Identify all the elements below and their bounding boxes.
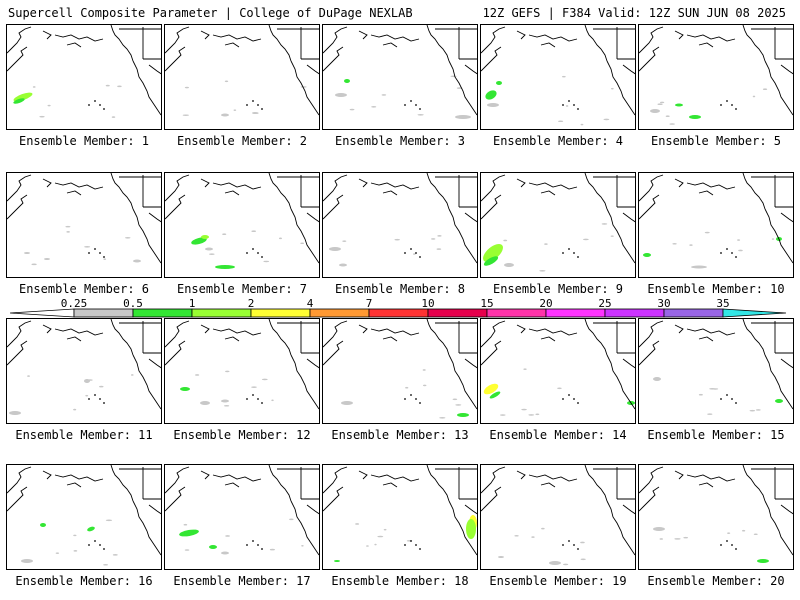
colorbar-tick-label: 15 <box>480 297 493 310</box>
colorbar-swatch <box>427 308 488 318</box>
coastline-map <box>639 319 793 415</box>
coastline-map <box>323 465 477 562</box>
colorbar-swatch <box>663 308 724 318</box>
member-caption: Ensemble Member: 6 <box>18 282 150 296</box>
ensemble-member-map <box>6 318 162 424</box>
ensemble-member-map <box>480 464 636 570</box>
color-scale-legend: 0.25 0.5 1 2 4 7 10 15 20 25 30 35 <box>10 297 787 318</box>
coastline-map <box>323 173 477 267</box>
ensemble-member-map <box>6 464 162 570</box>
chart-title: Supercell Composite Parameter | College … <box>8 6 413 20</box>
coastline-map <box>165 25 319 117</box>
colorbar-tick-label: 2 <box>248 297 255 310</box>
ensemble-member-map <box>322 172 478 278</box>
coastline-map <box>481 173 635 272</box>
colorbar-swatch <box>132 308 193 318</box>
coastline-map <box>165 465 319 556</box>
colorbar-tick-label: 0.5 <box>123 297 143 310</box>
member-caption: Ensemble Member: 18 <box>331 574 469 588</box>
ensemble-member-map <box>164 24 320 130</box>
member-caption: Ensemble Member: 17 <box>173 574 311 588</box>
coastline-map <box>481 465 635 566</box>
coastline-map <box>165 173 319 269</box>
coastline-map <box>7 173 161 266</box>
coastline-map <box>7 465 161 566</box>
member-caption: Ensemble Member: 4 <box>492 134 624 148</box>
colorbar-swatch <box>545 308 606 318</box>
member-caption: Ensemble Member: 11 <box>15 428 153 442</box>
coastline-map <box>165 319 319 410</box>
colorbar-low-arrow <box>10 308 75 318</box>
member-caption: Ensemble Member: 7 <box>176 282 308 296</box>
colorbar-tick-label: 4 <box>307 297 314 310</box>
member-caption: Ensemble Member: 14 <box>489 428 627 442</box>
colorbar-swatch <box>604 308 665 318</box>
ensemble-member-map <box>164 318 320 424</box>
colorbar-tick-label: 10 <box>421 297 434 310</box>
member-caption: Ensemble Member: 12 <box>173 428 311 442</box>
ensemble-member-map <box>6 24 162 130</box>
member-caption: Ensemble Member: 19 <box>489 574 627 588</box>
member-caption: Ensemble Member: 8 <box>334 282 466 296</box>
coastline-map <box>481 319 635 416</box>
coastline-map <box>481 25 635 126</box>
coastline-map <box>639 25 793 125</box>
colorbar-tick-label: 25 <box>598 297 611 310</box>
member-caption: Ensemble Member: 2 <box>176 134 308 148</box>
member-caption: Ensemble Member: 3 <box>334 134 466 148</box>
member-caption: Ensemble Member: 9 <box>492 282 624 296</box>
colorbar-tick-label: 20 <box>539 297 552 310</box>
colorbar-tick-label: 7 <box>366 297 373 310</box>
coastline-map <box>7 319 161 415</box>
member-caption: Ensemble Member: 16 <box>15 574 153 588</box>
ensemble-member-map <box>480 318 636 424</box>
colorbar-swatch <box>250 308 311 318</box>
ensemble-member-map <box>164 464 320 570</box>
colorbar-swatch <box>368 308 429 318</box>
ensemble-member-map <box>480 172 636 278</box>
member-caption: Ensemble Member: 10 <box>647 282 785 296</box>
member-caption: Ensemble Member: 13 <box>331 428 469 442</box>
ensemble-member-map <box>638 464 794 570</box>
coastline-map <box>323 25 477 119</box>
ensemble-member-map <box>6 172 162 278</box>
colorbar-swatch <box>73 308 134 318</box>
coastline-map <box>639 173 793 269</box>
colorbar-tick-label: 30 <box>657 297 670 310</box>
colorbar-tick-label: 0.25 <box>61 297 88 310</box>
colorbar-swatch <box>309 308 370 318</box>
coastline-map <box>639 465 793 563</box>
coastline-map <box>7 25 161 118</box>
colorbar-tick-label: 35 <box>716 297 729 310</box>
member-caption: Ensemble Member: 1 <box>18 134 150 148</box>
ensemble-member-map <box>638 24 794 130</box>
coastline-map <box>323 319 477 419</box>
ensemble-member-map <box>322 24 478 130</box>
colorbar-swatch <box>191 308 252 318</box>
colorbar-tick-label: 1 <box>189 297 196 310</box>
member-caption: Ensemble Member: 15 <box>647 428 785 442</box>
member-caption: Ensemble Member: 20 <box>647 574 785 588</box>
ensemble-member-map <box>638 172 794 278</box>
colorbar-swatch <box>722 308 787 318</box>
model-run-valid-time: 12Z GEFS | F384 Valid: 12Z SUN JUN 08 20… <box>482 6 786 20</box>
member-caption: Ensemble Member: 5 <box>650 134 782 148</box>
ensemble-member-map <box>322 464 478 570</box>
ensemble-member-map <box>164 172 320 278</box>
colorbar-swatch <box>486 308 547 318</box>
ensemble-member-map <box>480 24 636 130</box>
ensemble-member-map <box>322 318 478 424</box>
ensemble-member-map <box>638 318 794 424</box>
